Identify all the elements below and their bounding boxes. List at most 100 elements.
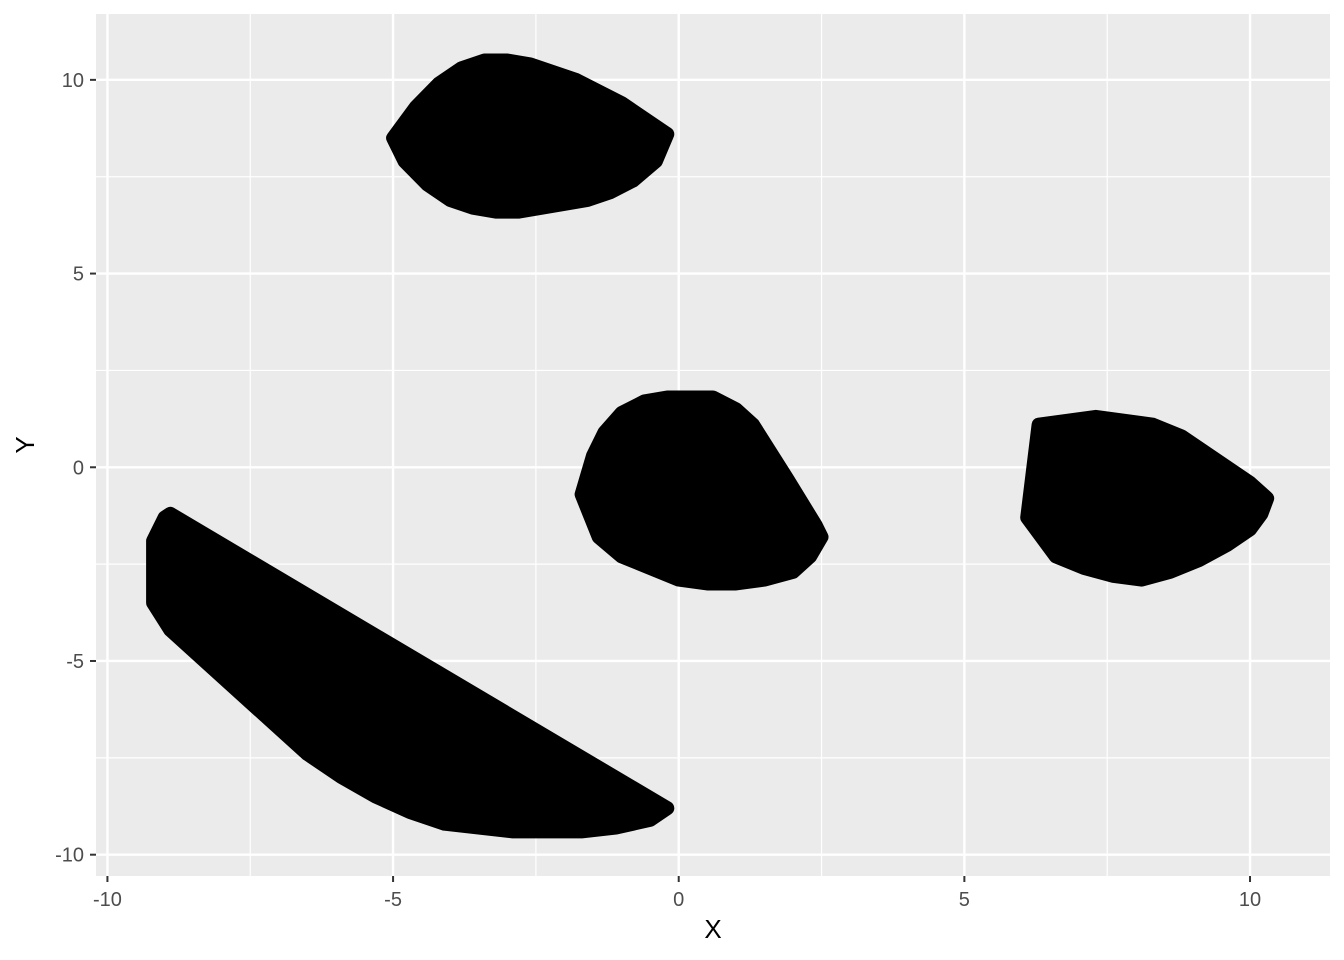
data-point xyxy=(336,771,348,783)
data-point xyxy=(296,636,308,648)
data-point xyxy=(1147,419,1159,431)
data-point xyxy=(570,74,582,86)
data-point xyxy=(410,101,422,113)
data-point xyxy=(638,395,650,407)
data-point xyxy=(524,58,536,70)
data-point xyxy=(330,705,342,717)
data-point xyxy=(244,636,256,648)
data-point xyxy=(1033,419,1045,431)
data-point xyxy=(787,566,799,578)
data-point xyxy=(661,392,673,403)
data-point xyxy=(690,492,702,504)
data-point xyxy=(204,550,216,562)
data-point xyxy=(644,814,656,826)
data-point xyxy=(1118,415,1130,427)
y-tick-label: 10 xyxy=(62,70,84,92)
data-point xyxy=(267,717,279,729)
data-point xyxy=(421,179,433,190)
data-point xyxy=(638,802,650,814)
data-point xyxy=(399,155,410,167)
data-point xyxy=(147,535,159,547)
data-point xyxy=(473,128,485,140)
data-point xyxy=(661,128,673,140)
data-point xyxy=(164,508,176,520)
data-point xyxy=(1193,554,1205,566)
data-point xyxy=(467,202,479,214)
data-point xyxy=(227,570,239,582)
data-point xyxy=(616,407,628,419)
data-point xyxy=(181,531,193,543)
data-point xyxy=(599,426,610,438)
data-point xyxy=(501,802,513,814)
x-tick-label: -10 xyxy=(93,889,122,911)
data-point xyxy=(1198,446,1210,458)
data-point xyxy=(764,446,776,458)
data-point xyxy=(370,791,382,803)
data-point xyxy=(593,787,605,799)
data-point xyxy=(444,194,456,206)
data-point xyxy=(1221,461,1233,473)
cluster-1-region xyxy=(386,53,675,219)
data-point xyxy=(513,206,525,218)
data-point xyxy=(644,481,656,493)
data-point xyxy=(439,818,450,830)
data-point xyxy=(1176,454,1187,465)
data-point xyxy=(1050,550,1062,562)
data-point xyxy=(758,574,770,586)
data-point xyxy=(587,171,599,183)
data-point xyxy=(233,686,245,698)
data-point xyxy=(456,62,468,74)
data-point xyxy=(1118,496,1130,508)
data-point xyxy=(1136,574,1147,586)
x-tick-label: 5 xyxy=(959,889,970,911)
data-point xyxy=(473,822,485,834)
data-point xyxy=(404,806,416,818)
data-point xyxy=(199,655,210,667)
data-point xyxy=(684,392,696,403)
data-point xyxy=(616,550,628,562)
y-axis: -10 -5 0 5 10 xyxy=(55,70,96,867)
data-point xyxy=(1090,411,1102,423)
data-point xyxy=(593,531,605,543)
data-point xyxy=(650,155,662,167)
data-point xyxy=(507,825,519,837)
data-point xyxy=(730,403,742,415)
data-point xyxy=(541,825,553,837)
data-point xyxy=(610,822,622,834)
data-point xyxy=(718,442,730,454)
data-point xyxy=(1021,512,1033,524)
data-point xyxy=(501,55,513,66)
data-point xyxy=(627,175,639,187)
data-point xyxy=(341,651,353,663)
data-point xyxy=(416,764,428,775)
data-point xyxy=(1038,469,1050,481)
data-point xyxy=(410,678,422,690)
data-point xyxy=(1096,531,1107,543)
data-point xyxy=(781,473,793,485)
x-axis: -10 -5 0 5 10 xyxy=(93,876,1261,911)
data-point xyxy=(501,105,513,117)
data-point xyxy=(387,671,399,682)
data-point xyxy=(513,132,525,144)
data-point xyxy=(816,531,827,543)
data-point xyxy=(547,767,559,779)
data-point xyxy=(730,578,742,589)
data-point xyxy=(433,132,445,144)
data-point xyxy=(1078,562,1090,574)
data-point xyxy=(804,550,816,562)
data-point xyxy=(553,136,565,148)
data-point xyxy=(576,488,588,500)
data-point xyxy=(616,97,628,109)
data-point xyxy=(576,825,588,837)
data-point xyxy=(661,802,673,814)
data-point xyxy=(1164,508,1176,520)
y-tick-label: 5 xyxy=(73,264,84,286)
data-point xyxy=(793,500,805,512)
data-point xyxy=(633,136,645,148)
data-point xyxy=(147,597,159,609)
data-point xyxy=(604,186,616,198)
data-point xyxy=(547,66,559,78)
x-tick-label: 10 xyxy=(1239,889,1261,911)
data-point xyxy=(479,721,490,733)
data-point xyxy=(479,55,490,66)
